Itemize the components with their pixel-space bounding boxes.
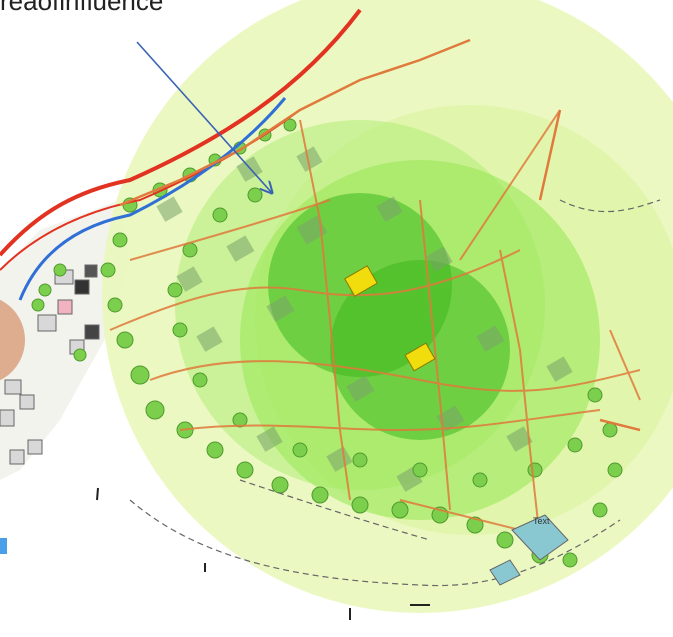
arrow-icon bbox=[136, 41, 272, 193]
tree-icon bbox=[31, 118, 623, 568]
plan-features bbox=[489, 514, 569, 586]
secondary-roads bbox=[109, 109, 641, 541]
left-peach-zone bbox=[0, 299, 25, 381]
main-road bbox=[0, 8, 362, 257]
site-marker-icon bbox=[344, 265, 436, 372]
influence-zones bbox=[102, 0, 673, 613]
orange-road-top bbox=[119, 38, 471, 207]
water-line bbox=[18, 97, 287, 301]
plan-feature-label: Text bbox=[533, 516, 550, 526]
south-road bbox=[599, 418, 641, 432]
left-buildings bbox=[0, 264, 100, 465]
zone-of-influence-caption: reaofinfluence bbox=[0, 0, 164, 16]
dashed-boundary bbox=[129, 199, 661, 587]
left-basemap bbox=[0, 200, 130, 554]
blue-marker bbox=[0, 538, 7, 554]
main-roads bbox=[0, 8, 641, 432]
tick-marks bbox=[96, 487, 430, 620]
orange-road-right bbox=[538, 109, 562, 201]
